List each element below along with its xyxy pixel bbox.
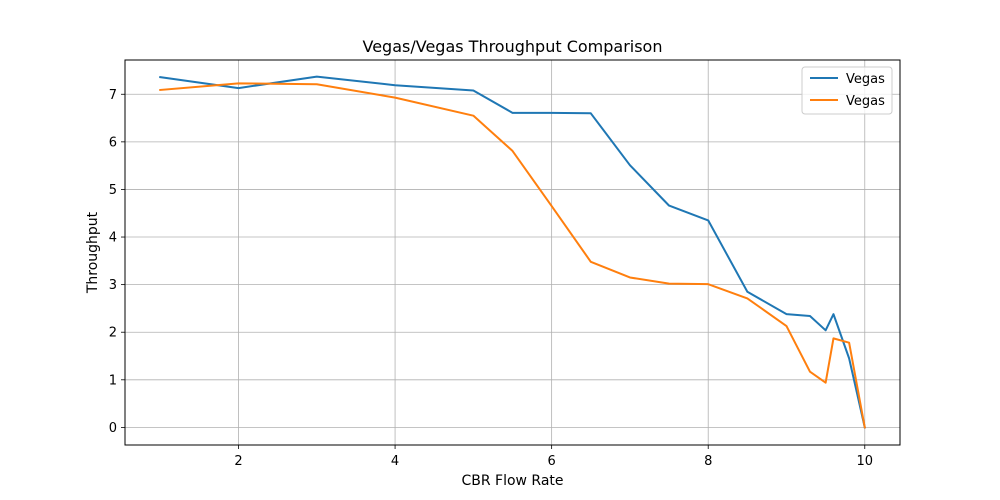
- grid-lines: [125, 60, 900, 445]
- series-lines: [159, 75, 866, 429]
- plot-frame: [124, 59, 901, 446]
- x-tick-label: 6: [548, 454, 556, 469]
- y-tick-label: 1: [109, 373, 117, 388]
- legend-label-vegas-blue: Vegas: [846, 72, 885, 87]
- y-tick-label: 2: [109, 326, 117, 341]
- x-axis-label: CBR Flow Rate: [461, 473, 563, 489]
- y-tick-label: 3: [109, 278, 117, 293]
- series-line-0: [159, 75, 866, 429]
- legend: Vegas Vegas: [801, 66, 893, 115]
- legend-label-vegas-orange: Vegas: [846, 94, 885, 109]
- series-line-1: [159, 82, 866, 429]
- chart-title: Vegas/Vegas Throughput Comparison: [363, 37, 663, 56]
- x-axis-ticks: 2 4 6 8 10: [234, 445, 873, 469]
- y-tick-label: 0: [109, 421, 117, 436]
- y-tick-label: 7: [109, 88, 117, 103]
- x-tick-label: 8: [704, 454, 712, 469]
- x-tick-label: 10: [856, 454, 873, 469]
- y-tick-label: 5: [109, 183, 117, 198]
- x-tick-label: 2: [234, 454, 242, 469]
- y-axis-ticks: 0 1 2 3 4 5 6 7: [109, 88, 125, 436]
- y-tick-label: 4: [109, 231, 117, 246]
- y-axis-label: Throughput: [85, 211, 101, 294]
- x-tick-label: 4: [391, 454, 399, 469]
- plot-area: [125, 60, 900, 445]
- y-tick-label: 6: [109, 135, 117, 150]
